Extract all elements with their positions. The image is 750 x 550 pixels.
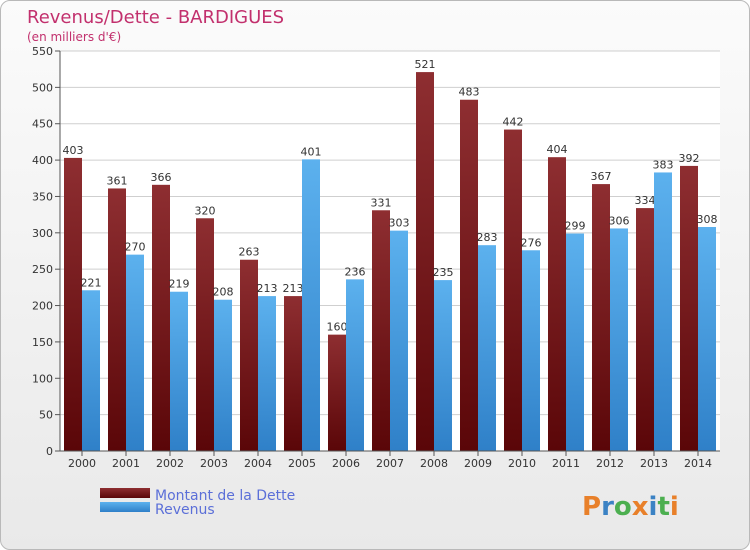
data-label: 483 xyxy=(459,86,480,99)
bar-revenus xyxy=(698,227,716,451)
x-axis: 2000 2001 2002 2003 2004 2005 2006 2007 2008 2009… xyxy=(60,450,720,470)
data-label: 283 xyxy=(477,231,498,244)
bar-revenus xyxy=(478,245,496,451)
data-label: 383 xyxy=(653,158,674,171)
bars: 403 221 361 270 366 219 320 208 263 213 213 401 160 2… xyxy=(63,58,718,452)
data-label: 320 xyxy=(195,204,216,217)
bar-dette xyxy=(460,99,478,452)
bar-revenus xyxy=(522,250,540,451)
proxiti-logo: Proxiti xyxy=(582,492,679,522)
x-tick-label: 2013 xyxy=(640,457,668,470)
bar-revenus xyxy=(654,172,672,452)
y-axis: 0 50 100 150 200 250 300 350 400 450 500 550 xyxy=(32,45,61,458)
data-label: 299 xyxy=(565,220,586,233)
x-tick-label: 2005 xyxy=(288,457,316,470)
bar-dette xyxy=(240,259,258,451)
x-tick-label: 2012 xyxy=(596,457,624,470)
x-tick-label: 2001 xyxy=(112,457,140,470)
bar-dette xyxy=(636,208,654,451)
bar-dette xyxy=(548,157,566,451)
bar-dette xyxy=(284,296,302,451)
bar-revenus xyxy=(566,233,584,451)
bar-revenus xyxy=(258,296,276,451)
data-label: 366 xyxy=(151,171,172,184)
y-tick-label: 0 xyxy=(46,445,53,458)
data-label: 404 xyxy=(547,143,568,156)
x-tick-label: 2000 xyxy=(68,457,96,470)
data-label: 221 xyxy=(81,276,102,289)
bar-dette xyxy=(592,184,610,451)
x-tick-label: 2008 xyxy=(420,457,448,470)
data-label: 270 xyxy=(125,241,146,254)
data-label: 208 xyxy=(213,286,234,299)
x-tick-label: 2014 xyxy=(684,457,712,470)
data-label: 401 xyxy=(301,145,322,158)
y-tick-label: 150 xyxy=(32,336,53,349)
y-tick-label: 450 xyxy=(32,118,53,131)
data-label: 308 xyxy=(697,213,718,226)
legend-label-debt: Montant de la Dette xyxy=(155,488,295,504)
bar-dette xyxy=(152,184,170,451)
x-tick-label: 2007 xyxy=(376,457,404,470)
bar-dette xyxy=(196,218,214,451)
bar-revenus xyxy=(214,299,232,451)
data-label: 276 xyxy=(521,236,542,249)
data-label: 442 xyxy=(503,116,524,129)
bar-dette xyxy=(372,210,390,451)
data-label: 235 xyxy=(433,266,454,279)
bar-dette xyxy=(64,157,82,451)
bar-dette xyxy=(680,165,698,451)
y-tick-label: 300 xyxy=(32,227,53,240)
data-label: 263 xyxy=(239,246,260,259)
data-label: 331 xyxy=(371,196,392,209)
x-tick-label: 2004 xyxy=(244,457,272,470)
bar-dette xyxy=(416,72,434,451)
bar-revenus xyxy=(302,159,320,451)
bar-revenus xyxy=(346,279,364,451)
data-label: 521 xyxy=(415,58,436,71)
chart-title: Revenus/Dette - BARDIGUES xyxy=(27,7,284,28)
data-label: 392 xyxy=(679,152,700,165)
data-label: 219 xyxy=(169,278,190,291)
y-tick-label: 100 xyxy=(32,372,53,385)
bar-dette xyxy=(504,129,522,451)
legend-label-revenus: Revenus xyxy=(155,502,215,518)
legend-swatch-revenus xyxy=(100,502,150,512)
y-tick-label: 50 xyxy=(39,409,53,422)
y-tick-label: 400 xyxy=(32,154,53,167)
bar-dette xyxy=(108,188,126,452)
bar-revenus xyxy=(170,291,188,451)
chart-subtitle: (en milliers d'€) xyxy=(27,30,121,44)
bar-revenus xyxy=(82,290,100,451)
y-tick-label: 250 xyxy=(32,263,53,276)
x-tick-label: 2009 xyxy=(464,457,492,470)
data-label: 213 xyxy=(257,282,278,295)
y-tick-label: 500 xyxy=(32,81,53,94)
bar-dette xyxy=(328,334,346,451)
data-label: 213 xyxy=(283,282,304,295)
data-label: 236 xyxy=(345,265,366,278)
bar-revenus xyxy=(390,230,408,451)
data-label: 160 xyxy=(327,321,348,334)
legend-swatch-debt xyxy=(100,488,150,498)
y-tick-label: 200 xyxy=(32,300,53,313)
y-tick-label: 350 xyxy=(32,190,53,203)
data-label: 334 xyxy=(635,194,656,207)
x-tick-label: 2006 xyxy=(332,457,360,470)
data-label: 361 xyxy=(107,174,128,187)
data-label: 306 xyxy=(609,214,630,227)
legend: Montant de la Dette Revenus xyxy=(100,488,295,518)
data-label: 367 xyxy=(591,170,612,183)
x-tick-label: 2010 xyxy=(508,457,536,470)
bar-revenus xyxy=(610,228,628,451)
x-tick-label: 2002 xyxy=(156,457,184,470)
bar-revenus xyxy=(126,254,144,451)
x-tick-label: 2003 xyxy=(200,457,228,470)
bar-revenus xyxy=(434,280,452,451)
y-tick-label: 550 xyxy=(32,45,53,58)
data-label: 403 xyxy=(63,144,84,157)
data-label: 303 xyxy=(389,217,410,230)
x-tick-label: 2011 xyxy=(552,457,580,470)
